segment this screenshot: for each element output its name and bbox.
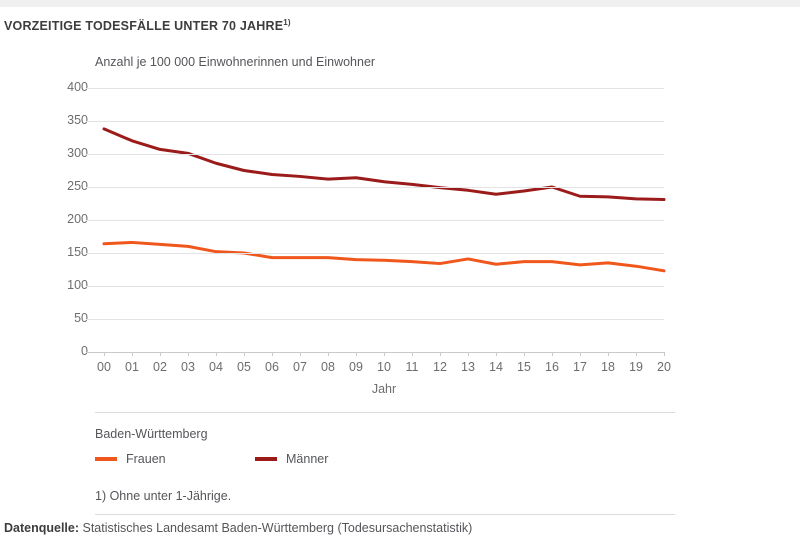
x-axis-tick-mark [384,352,385,356]
x-axis-tick-label: 13 [461,360,475,374]
x-axis-tick-label: 20 [657,360,671,374]
legend-swatch-frauen [95,457,117,461]
x-axis-tick-mark [580,352,581,356]
x-axis-tick-label: 08 [321,360,335,374]
x-axis-tick-mark [664,352,665,356]
x-axis-tick-label: 06 [265,360,279,374]
legend-label-maenner: Männer [286,452,329,466]
legend-region-label: Baden-Württemberg [95,427,208,441]
x-axis-tick-mark [132,352,133,356]
x-axis-tick-mark [468,352,469,356]
y-axis-tick-label: 350 [67,113,88,127]
gridline [86,154,664,155]
plot-area [86,88,666,353]
x-axis-tick-label: 10 [377,360,391,374]
y-axis-tick-label: 400 [67,80,88,94]
x-axis-tick-label: 04 [209,360,223,374]
x-axis-tick-label: 14 [489,360,503,374]
x-axis-tick-label: 15 [517,360,531,374]
legend-swatch-maenner [255,457,277,461]
x-axis-tick-label: 17 [573,360,587,374]
gridline [86,253,664,254]
x-axis-tick-mark [412,352,413,356]
x-axis-tick-label: 12 [433,360,447,374]
x-axis-tick-mark [496,352,497,356]
y-axis-tick-label: 0 [81,344,88,358]
x-axis-title: Jahr [0,382,800,396]
x-axis-tick-mark [552,352,553,356]
chart-series-layer [102,127,666,273]
x-axis-tick-label: 11 [405,360,419,374]
gridline [86,319,664,320]
chart-footnote: 1) Ohne unter 1-Jährige. [95,489,232,503]
x-axis-tick-mark [104,352,105,356]
divider-bottom [95,514,675,515]
x-axis-tick-mark [440,352,441,356]
x-axis-tick-mark [636,352,637,356]
x-axis-labels: 00 01 02 03 04 05 06 07 08 09 10 11 12 13 14 15 16 17 18 19… [0,356,800,376]
series-line-männer [102,127,666,202]
x-axis-tick-label: 09 [349,360,363,374]
x-axis-tick-mark [300,352,301,356]
x-axis-tick-label: 05 [237,360,251,374]
x-axis-tick-label: 00 [97,360,111,374]
legend-item-frauen[interactable]: Frauen [95,452,166,466]
y-axis-tick-label: 300 [67,146,88,160]
x-axis-tick-mark [524,352,525,356]
x-axis-tick-label: 03 [181,360,195,374]
divider-top [95,412,675,413]
chart-subtitle: Anzahl je 100 000 Einwohnerinnen und Ein… [95,55,376,69]
x-axis-tick-label: 01 [125,360,139,374]
x-axis-tick-label: 16 [545,360,559,374]
y-axis-tick-label: 100 [67,278,88,292]
y-axis-tick-label: 200 [67,212,88,226]
data-source-label: Datenquelle: [4,521,80,535]
page-title-footnote-marker: 1) [283,18,291,27]
legend-label-frauen: Frauen [126,452,166,466]
x-axis-tick-mark [216,352,217,356]
x-axis-tick-mark [160,352,161,356]
x-axis-tick-mark [188,352,189,356]
x-axis-tick-label: 07 [293,360,307,374]
gridline [86,220,664,221]
legend-item-maenner[interactable]: Männer [255,452,328,466]
x-axis-tick-label: 19 [629,360,643,374]
y-axis-tick-label: 150 [67,245,88,259]
page-title: VORZEITIGE TODESFÄLLE UNTER 70 JAHRE1) [4,18,291,33]
gridline [86,88,664,89]
series-line-frauen [102,240,666,273]
x-axis-title-text: Jahr [371,382,397,396]
page-title-text: VORZEITIGE TODESFÄLLE UNTER 70 JAHRE [4,19,284,34]
x-axis-tick-mark [272,352,273,356]
y-axis-tick-label: 250 [67,179,88,193]
gridline [86,121,664,122]
x-axis-baseline [86,352,664,353]
x-axis-tick-label: 18 [601,360,615,374]
x-axis-tick-mark [608,352,609,356]
gridline [86,286,664,287]
data-source-text: Statistisches Landesamt Baden-Württember… [82,521,473,535]
x-axis-tick-mark [356,352,357,356]
data-source: Datenquelle: Statistisches Landesamt Bad… [4,521,472,535]
x-axis-tick-mark [328,352,329,356]
x-axis-tick-mark [244,352,245,356]
top-bar [0,0,800,7]
y-axis-labels: 400 350 300 250 200 150 100 50 0 [0,80,96,358]
y-axis-tick-label: 50 [74,311,88,325]
gridline [86,187,664,188]
x-axis-tick-label: 02 [153,360,167,374]
